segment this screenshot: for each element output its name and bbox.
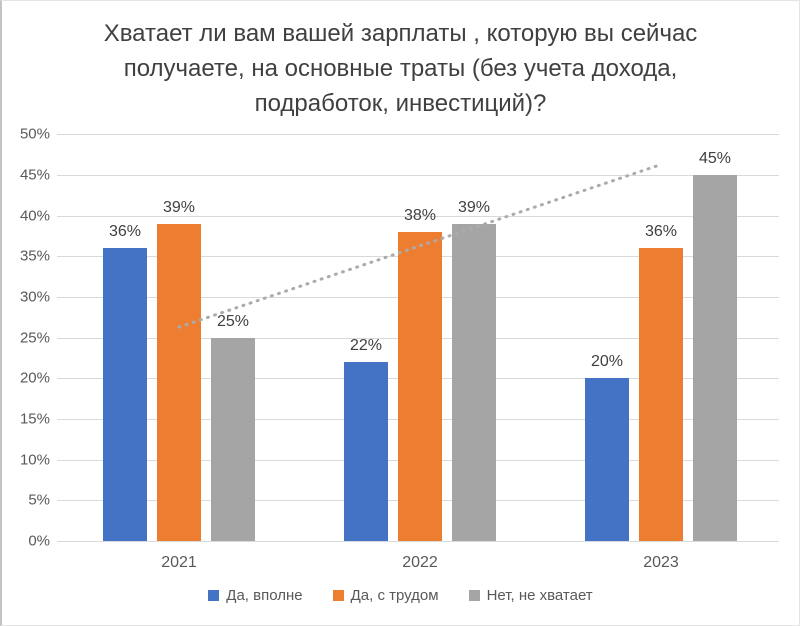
chart-title-line-3: подработок, инвестиций)? [254,90,547,117]
x-axis-tick-label: 2022 [402,554,438,571]
bar-2021-series-2 [157,223,201,541]
bar-2023-series-3 [693,175,737,541]
y-axis-tick-label: 30% [19,288,50,306]
y-axis-tick-label: 35% [19,247,50,265]
bar-2022-series-1 [344,362,388,541]
y-axis-tick-label: 15% [19,410,50,428]
legend-swatch-icon [208,590,220,601]
legend-item-1: Да, вполне [208,587,303,604]
y-axis-tick-label: 45% [19,166,50,184]
y-axis-tick-label: 40% [19,207,50,225]
data-label: 39% [457,198,491,216]
y-axis-tick-label: 5% [28,491,50,509]
y-axis-tick-label: 10% [19,451,50,469]
data-label: 25% [216,312,250,330]
x-axis-tick-label: 2023 [643,554,679,571]
bar-2023-series-1 [585,378,629,541]
gridline [57,175,779,177]
bar-2021-series-3 [211,337,255,541]
data-label: 20% [590,353,624,371]
data-label: 36% [108,223,142,241]
gridline [57,134,779,136]
data-label: 38% [403,206,437,224]
data-label: 36% [644,223,678,241]
chart-title-line-2: получаете, на основные траты (без учета … [123,55,678,82]
legend-swatch-icon [468,590,480,601]
bar-2021-series-1 [103,248,147,541]
legend-swatch-icon [332,590,344,601]
legend-item-3: Нет, не хватает [468,587,593,604]
y-axis-tick-label: 25% [19,329,50,347]
data-label: 22% [349,337,383,355]
y-axis-tick-label: 50% [19,125,50,143]
chart-title-line-1: Хватает ли вам вашей зарплаты , которую … [103,20,698,47]
legend-label: Да, с трудом [350,587,439,604]
legend: Да, вполне Да, с трудом Нет, не хватает [2,587,799,604]
gridline [57,541,779,542]
chart-title: Хватает ли вам вашей зарплаты , которую … [2,16,799,121]
data-label: 39% [162,198,196,216]
data-label: 45% [698,150,732,168]
legend-label: Нет, не хватает [486,587,593,604]
legend-label: Да, вполне [226,587,303,604]
bar-2022-series-3 [452,223,496,541]
y-axis-tick-label: 0% [28,532,50,550]
x-axis-tick-label: 2021 [161,554,197,571]
bar-2022-series-2 [398,231,442,541]
y-axis-tick-label: 20% [19,369,50,387]
legend-item-2: Да, с трудом [332,587,439,604]
bar-2023-series-2 [639,248,683,541]
